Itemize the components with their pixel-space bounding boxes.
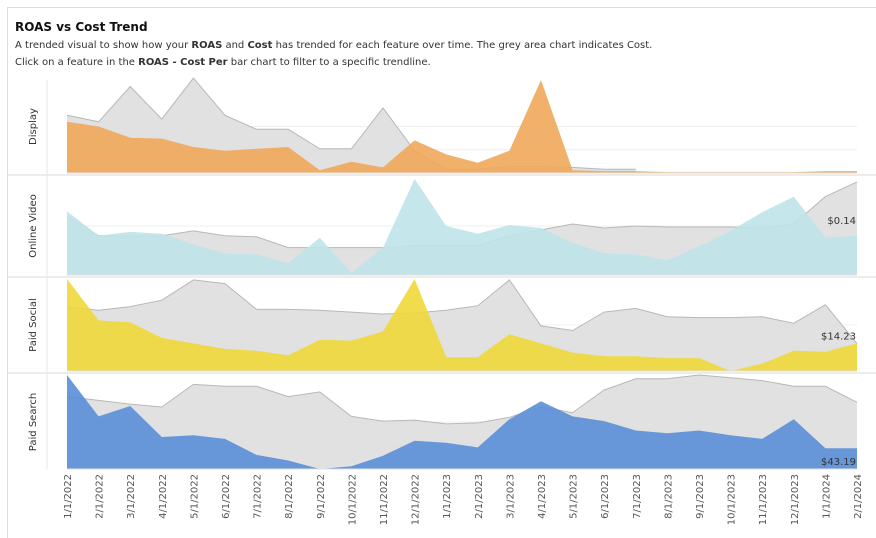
x-tick-label: 10/1/2022 (347, 474, 358, 525)
roas-area-online-video[interactable] (67, 179, 857, 275)
cost-area-paid-social[interactable] (67, 279, 857, 371)
roas-area-paid-social[interactable] (67, 279, 857, 371)
description-line-1: A trended visual to show how your ROAS a… (15, 40, 653, 51)
row-label-paid-social: Paid Social (28, 298, 39, 352)
x-tick-label: 12/1/2022 (411, 474, 422, 525)
x-tick-label: 7/1/2023 (632, 474, 643, 519)
end-value-label-paid-social: $14.23 (821, 331, 856, 342)
x-tick-label: 6/1/2022 (221, 474, 232, 519)
x-tick-label: 1/1/2022 (63, 474, 74, 519)
x-tick-label: 5/1/2023 (569, 474, 580, 519)
row-label-display: Display (28, 108, 39, 145)
x-tick-label: 11/1/2022 (379, 474, 390, 525)
roas-area-paid-search[interactable] (67, 375, 857, 469)
x-tick-label: 2/1/2024 (853, 474, 864, 519)
x-tick-label: 3/1/2022 (126, 474, 137, 519)
x-tick-label: 1/1/2024 (821, 474, 832, 519)
x-tick-label: 6/1/2023 (600, 474, 611, 519)
x-tick-label: 4/1/2022 (158, 474, 169, 519)
row-label-online-video: Online Video (28, 194, 39, 257)
x-tick-label: 9/1/2022 (316, 474, 327, 519)
cost-line-paid-social (66, 279, 858, 344)
description-line-2: Click on a feature in the ROAS - Cost Pe… (15, 57, 431, 68)
x-tick-label: 2/1/2022 (95, 474, 106, 519)
x-tick-label: 11/1/2023 (758, 474, 769, 525)
x-tick-label: 4/1/2023 (537, 474, 548, 519)
x-tick-label: 8/1/2023 (663, 474, 674, 519)
panel-display[interactable]: Display (28, 77, 857, 174)
panel-online-video[interactable]: Online Video $0.14 (28, 179, 858, 276)
end-value-label-paid-search: $43.19 (821, 457, 856, 468)
x-tick-label: 2/1/2023 (474, 474, 485, 519)
x-tick-label: 9/1/2023 (695, 474, 706, 519)
row-label-paid-search: Paid Search (28, 393, 39, 451)
cost-line-paid-search (66, 374, 858, 425)
end-value-label-online-video: $0.14 (827, 216, 856, 227)
panel-paid-search[interactable]: Paid Search $43.19 (28, 374, 858, 470)
x-tick-label: 10/1/2023 (727, 474, 738, 525)
x-tick-label: 12/1/2023 (790, 474, 801, 525)
chart-title: ROAS vs Cost Trend (15, 20, 148, 34)
cost-area-online-video[interactable] (67, 181, 857, 275)
x-tick-label: 1/1/2023 (442, 474, 453, 519)
x-tick-label: 7/1/2022 (253, 474, 264, 519)
roas-area-display[interactable] (67, 80, 857, 173)
x-tick-label: 5/1/2022 (189, 474, 200, 519)
x-tick-label: 3/1/2023 (505, 474, 516, 519)
panel-paid-social[interactable]: Paid Social $14.23 (28, 279, 858, 372)
x-tick-label: 8/1/2022 (284, 474, 295, 519)
